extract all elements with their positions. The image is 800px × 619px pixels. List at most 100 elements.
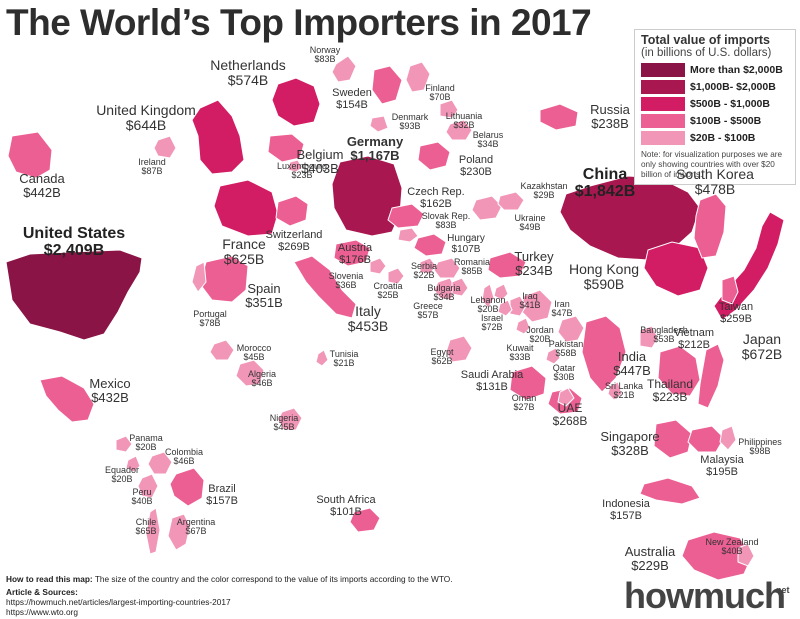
country-name: Taiwan	[718, 301, 754, 313]
import-value: $25B	[377, 290, 399, 301]
country-name: Nigeria	[269, 413, 299, 423]
country-name: South Korea	[676, 166, 754, 182]
legend-item: $500B - $1,000B	[641, 96, 791, 112]
legend-label: More than $2,000B	[690, 64, 783, 76]
country-name: South Africa	[316, 494, 376, 506]
country-vietnam	[697, 343, 725, 409]
import-value: $83B	[435, 220, 457, 231]
country-name: Lithuania	[445, 111, 483, 121]
country-name: Egypt	[430, 347, 454, 357]
legend-swatch	[641, 97, 685, 111]
brand-logo-suffix: net	[776, 585, 790, 595]
import-value: $259B	[720, 312, 752, 325]
country-name: Qatar	[552, 363, 576, 373]
country-name: Serbia	[410, 261, 438, 271]
country-slovak-rep	[397, 227, 419, 243]
country-name: Peru	[132, 487, 152, 497]
country-name: Colombia	[164, 447, 204, 457]
country-label-morocco: Morocco $45B	[237, 343, 272, 363]
import-value: $590B	[583, 275, 625, 292]
country-name: Kuwait	[506, 343, 534, 353]
country-czech-rep	[387, 203, 425, 229]
legend-swatch	[641, 114, 685, 128]
country-united-kingdom	[191, 99, 245, 175]
country-name: Iraq	[522, 291, 538, 301]
country-serbia	[419, 257, 437, 275]
country-label-argentina: Argentina $67B	[176, 517, 216, 537]
country-label-greece: Greece $57B	[413, 301, 443, 321]
country-kazakhstan	[497, 191, 525, 211]
country-name: Thailand	[646, 377, 694, 391]
country-name: Bangladesh	[640, 325, 688, 335]
country-label-netherlands: Netherlands $574B	[210, 58, 286, 87]
import-value: $21B	[333, 358, 355, 369]
country-name: Oman	[511, 393, 537, 403]
country-label-kazakhstan: Kazakhstan $29B	[520, 181, 567, 201]
import-value: $403B	[301, 160, 339, 176]
import-value: $65B	[135, 526, 157, 537]
source-link-howmuch[interactable]: https://howmuch.net/articles/largest-imp…	[6, 597, 231, 607]
country-label-sri-lanka: Sri Lanka $21B	[604, 381, 644, 401]
chart-title: The World’s Top Importers in 2017	[6, 2, 592, 43]
import-value: $157B	[206, 494, 238, 507]
country-germany	[331, 155, 403, 237]
country-united-states	[5, 249, 143, 341]
country-label-poland: Poland $230B	[459, 154, 493, 178]
country-label-taiwan: Taiwan $259B	[718, 301, 754, 325]
import-value: $20B	[477, 304, 499, 315]
country-label-lithuania: Lithuania $32B	[445, 111, 483, 131]
country-switzerland	[275, 195, 309, 227]
legend-swatch	[641, 131, 685, 145]
country-label-mexico: Mexico $432B	[89, 377, 130, 404]
country-label-romania: Romania $85B	[454, 257, 490, 277]
country-label-slovenia: Slovenia $36B	[329, 271, 364, 291]
country-south-korea	[693, 193, 727, 259]
country-label-lebanon: Lebanon $20B	[470, 295, 505, 315]
country-name: Sri Lanka	[604, 381, 644, 391]
country-ukraine	[471, 195, 503, 221]
import-value: $269B	[278, 240, 310, 253]
import-value: $157B	[610, 509, 642, 522]
country-austria	[333, 239, 371, 267]
country-name: Tunisia	[329, 349, 359, 359]
country-label-chile: Chile $65B	[135, 517, 157, 537]
country-name: Czech Rep.	[407, 186, 465, 198]
country-name: Argentina	[176, 517, 216, 527]
country-name: Austria	[337, 242, 373, 254]
country-label-malaysia: Malaysia $195B	[700, 454, 743, 478]
source-link-wto[interactable]: https://www.wto.org	[6, 607, 78, 617]
country-name: Singapore	[600, 429, 660, 444]
import-value: $212B	[678, 338, 710, 351]
country-name: Ireland	[138, 157, 166, 167]
country-name: Spain	[247, 281, 281, 296]
country-label-kuwait: Kuwait $33B	[506, 343, 534, 363]
country-label-france: France $625B	[222, 237, 266, 266]
country-label-russia: Russia $238B	[590, 103, 630, 130]
country-label-portugal: Portugal $78B	[193, 309, 227, 329]
country-label-saudi-arabia: Saudi Arabia $131B	[460, 369, 524, 393]
country-label-algeria: Algeria $46B	[247, 369, 277, 389]
import-value: $87B	[141, 166, 163, 177]
country-label-serbia: Serbia $22B	[410, 261, 438, 281]
country-peru	[137, 473, 159, 499]
country-name: Algeria	[247, 369, 277, 379]
import-value: $49B	[519, 222, 541, 233]
country-new-zealand	[737, 543, 755, 567]
country-croatia	[387, 267, 405, 285]
country-name: Greece	[413, 301, 443, 311]
import-value: $41B	[519, 300, 541, 311]
import-value: $20B	[111, 474, 133, 485]
country-name: Japan	[742, 331, 782, 347]
country-name: Denmark	[391, 112, 429, 122]
country-name: Saudi Arabia	[460, 369, 524, 381]
country-name: France	[222, 236, 266, 252]
country-name: Luxembourg	[276, 161, 328, 171]
country-label-austria: Austria $176B	[337, 242, 373, 266]
country-label-south-korea: South Korea $478B	[676, 167, 754, 196]
country-label-norway: Norway $83B	[310, 45, 341, 65]
country-label-uae: UAE $268B	[553, 402, 588, 427]
country-mexico	[39, 375, 95, 423]
country-name: Belarus	[472, 130, 504, 140]
country-france	[213, 179, 279, 237]
import-value: $2,409B	[43, 241, 105, 259]
